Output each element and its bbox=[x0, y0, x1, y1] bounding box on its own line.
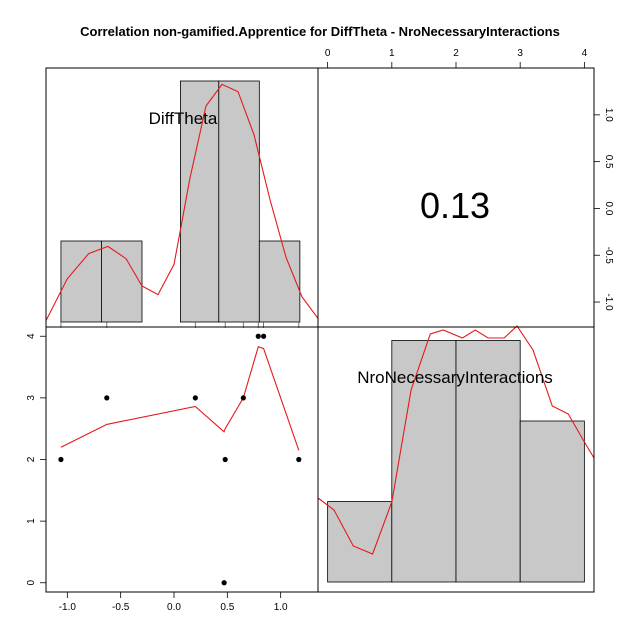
bottom-axis-tick-label: 1.0 bbox=[274, 602, 288, 613]
difftheta-hist-bar bbox=[60, 240, 102, 323]
nro-density-line bbox=[317, 325, 595, 555]
right-axis-tick-label: 0.5 bbox=[603, 155, 614, 169]
bottom-axis-tick-label: -0.5 bbox=[112, 602, 130, 613]
scatter-point bbox=[240, 395, 246, 401]
left-axis-tick-label: 1 bbox=[26, 518, 37, 524]
panel-frame-bottom-right bbox=[317, 326, 595, 593]
right-axis-tick-label: 1.0 bbox=[603, 108, 614, 122]
bottom-axis-tick-label: 0.5 bbox=[220, 602, 234, 613]
variable-label-difftheta: DiffTheta bbox=[149, 109, 218, 128]
scatter-point bbox=[255, 333, 261, 339]
scatter-point bbox=[192, 395, 198, 401]
scatter-point bbox=[261, 333, 267, 339]
difftheta-density-line bbox=[45, 83, 319, 321]
top-axis-tick-label: 0 bbox=[325, 48, 331, 59]
panel-scatter bbox=[58, 333, 302, 586]
top-axis-tick-label: 4 bbox=[582, 48, 588, 59]
right-axis-tick-label: 0.0 bbox=[603, 201, 614, 215]
left-axis-tick-label: 2 bbox=[26, 456, 37, 462]
right-axis-tick-label: -0.5 bbox=[603, 247, 614, 265]
left-axis-tick-label: 3 bbox=[26, 395, 37, 401]
bottom-axis-tick-label: 0.0 bbox=[167, 602, 181, 613]
difftheta-hist-bar bbox=[218, 80, 260, 323]
scatter-point bbox=[221, 580, 227, 586]
difftheta-hist-bar bbox=[179, 80, 220, 323]
difftheta-hist-bar bbox=[101, 240, 143, 323]
correlation-value: 0.13 bbox=[420, 185, 490, 226]
top-axis-tick-label: 1 bbox=[389, 48, 395, 59]
axes: -1.0 -0.5 0.0 0.5 1.0 0 1 2 3 4 0 1 2 3 4 -1.0 -0.5 0.0 0.… bbox=[26, 48, 614, 613]
top-axis-tick-label: 2 bbox=[453, 48, 459, 59]
scatter-point bbox=[296, 456, 302, 463]
top-axis-tick-label: 3 bbox=[517, 48, 523, 59]
left-axis-tick-label: 0 bbox=[26, 580, 37, 586]
variable-label-nro: NroNecessaryInteractions bbox=[357, 368, 553, 387]
scatter-point bbox=[58, 456, 64, 463]
panel-frame-bottom-left bbox=[45, 326, 319, 593]
panel-difftheta-histogram bbox=[45, 80, 319, 328]
difftheta-hist-bar bbox=[258, 240, 301, 323]
right-axis-tick-label: -1.0 bbox=[603, 293, 614, 311]
scatter-point bbox=[104, 395, 110, 401]
left-axis-tick-label: 4 bbox=[26, 333, 37, 339]
scatter-point bbox=[222, 456, 228, 463]
bottom-axis-tick-label: -1.0 bbox=[59, 602, 77, 613]
panel-nro-histogram bbox=[317, 325, 595, 583]
loess-smooth-line bbox=[60, 345, 300, 451]
chart-title: Correlation non-gamified.Apprentice for … bbox=[80, 24, 560, 39]
nro-hist-bar bbox=[519, 420, 585, 583]
nro-hist-bar bbox=[327, 501, 393, 583]
nro-hist-bar bbox=[391, 340, 457, 583]
nro-hist-bar bbox=[455, 340, 521, 583]
